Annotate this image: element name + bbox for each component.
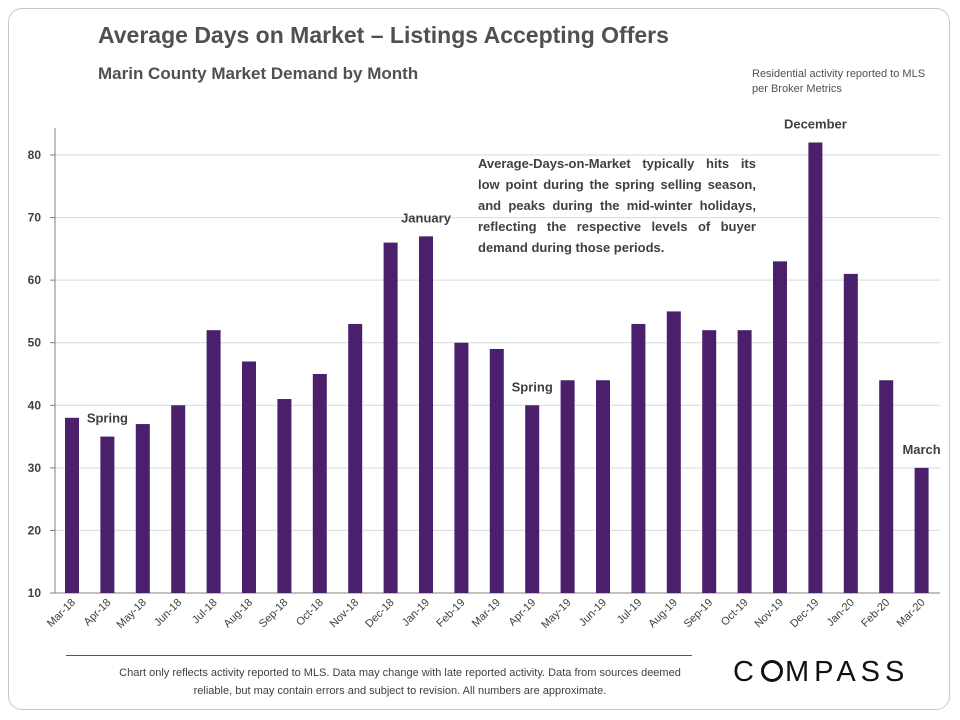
x-tick-label: Sep-19 [682,597,716,631]
chart-title: Average Days on Market – Listings Accept… [98,22,669,48]
x-tick-label: Mar-20 [895,597,928,630]
chart-subtitle: Marin County Market Demand by Month [98,64,419,83]
annotation-label: December [784,116,847,131]
bar-sep-19 [702,330,717,593]
x-tick-label: Aug-18 [222,597,256,631]
x-tick-label: Feb-20 [859,597,892,630]
x-tick-label: Dec-19 [788,597,822,631]
bar-jan-20 [843,273,858,593]
source-note: Residential activity reported to MLS per… [752,68,926,95]
x-tick-label: Feb-19 [434,597,467,630]
annotation-label: Spring [512,379,553,394]
annotation-label: Spring [87,411,128,426]
annotation-label: March [902,442,940,457]
bar-jan-19 [419,236,433,594]
x-tick-label: Mar-19 [470,597,503,630]
y-tick-label: 40 [28,398,42,412]
x-tick-label: Jun-19 [577,597,609,629]
x-tick-label: Apr-19 [506,597,538,629]
y-tick-label: 20 [28,523,42,537]
bar-apr-19 [525,405,540,593]
x-tick-label: Apr-18 [82,597,114,629]
y-tick-label: 50 [28,336,42,350]
y-tick-label: 60 [28,273,42,287]
x-tick-labels: Mar-18 Apr-18 May-18 Jun-18 Jul-18 Aug-18 Sep-… [45,597,928,631]
bars [65,142,929,594]
y-tick-labels: 10 20 30 40 50 60 70 80 [28,148,42,600]
x-tick-label: May-18 [114,597,148,631]
y-tick-label: 30 [28,461,42,475]
bar-may-19 [560,380,575,593]
footer-disclaimer: Chart only reflects activity reported to… [119,667,681,697]
bar-aug-19 [666,311,681,593]
x-tick-label: Sep-18 [257,597,291,631]
x-tick-label: Aug-19 [646,597,680,631]
x-tick-label: Nov-19 [753,597,787,631]
x-tick-label: Nov-18 [328,597,362,631]
bar-mar-19 [489,348,504,593]
bar-feb-19 [454,342,469,593]
x-tick-label: Jun-18 [152,597,184,629]
x-tick-label: Jan-20 [825,597,857,629]
bar-apr-18 [100,436,115,593]
x-tick-label: Oct-19 [719,597,751,629]
compass-logo: C MPASS [733,656,910,688]
annotations: Spring January Spring December March [87,116,941,456]
slide-frame [8,8,950,710]
annotation-label: January [401,210,452,225]
bar-dec-18 [383,242,398,593]
bar-mar-18 [65,417,79,593]
x-tick-label: Dec-18 [363,597,397,631]
bar-mar-20 [914,467,929,593]
x-tick-label: Jul-18 [190,597,220,627]
x-tick-label: Oct-18 [294,597,326,629]
bar-jun-19 [596,380,610,593]
bar-jul-19 [631,323,646,593]
bar-oct-19 [737,330,752,593]
x-tick-label: Jan-19 [400,597,432,629]
bar-dec-19 [808,142,823,593]
x-tick-label: May-19 [539,597,573,631]
bar-aug-18 [242,361,256,593]
x-tick-label: Jul-19 [615,597,645,627]
bar-oct-18 [312,374,327,593]
commentary-text: Average-Days-on-Market typically hits it… [478,156,756,255]
bar-nov-19 [773,261,787,593]
bar-jun-18 [171,405,186,593]
bar-nov-18 [348,323,363,593]
y-tick-label: 80 [28,148,42,162]
bar-jul-18 [206,330,221,593]
x-tick-label: Mar-18 [45,597,78,630]
bar-feb-20 [879,380,894,593]
y-tick-label: 10 [28,586,42,600]
footer-divider [66,655,692,656]
bar-sep-18 [277,399,292,593]
bar-may-18 [135,424,150,593]
y-tick-label: 70 [28,211,42,225]
